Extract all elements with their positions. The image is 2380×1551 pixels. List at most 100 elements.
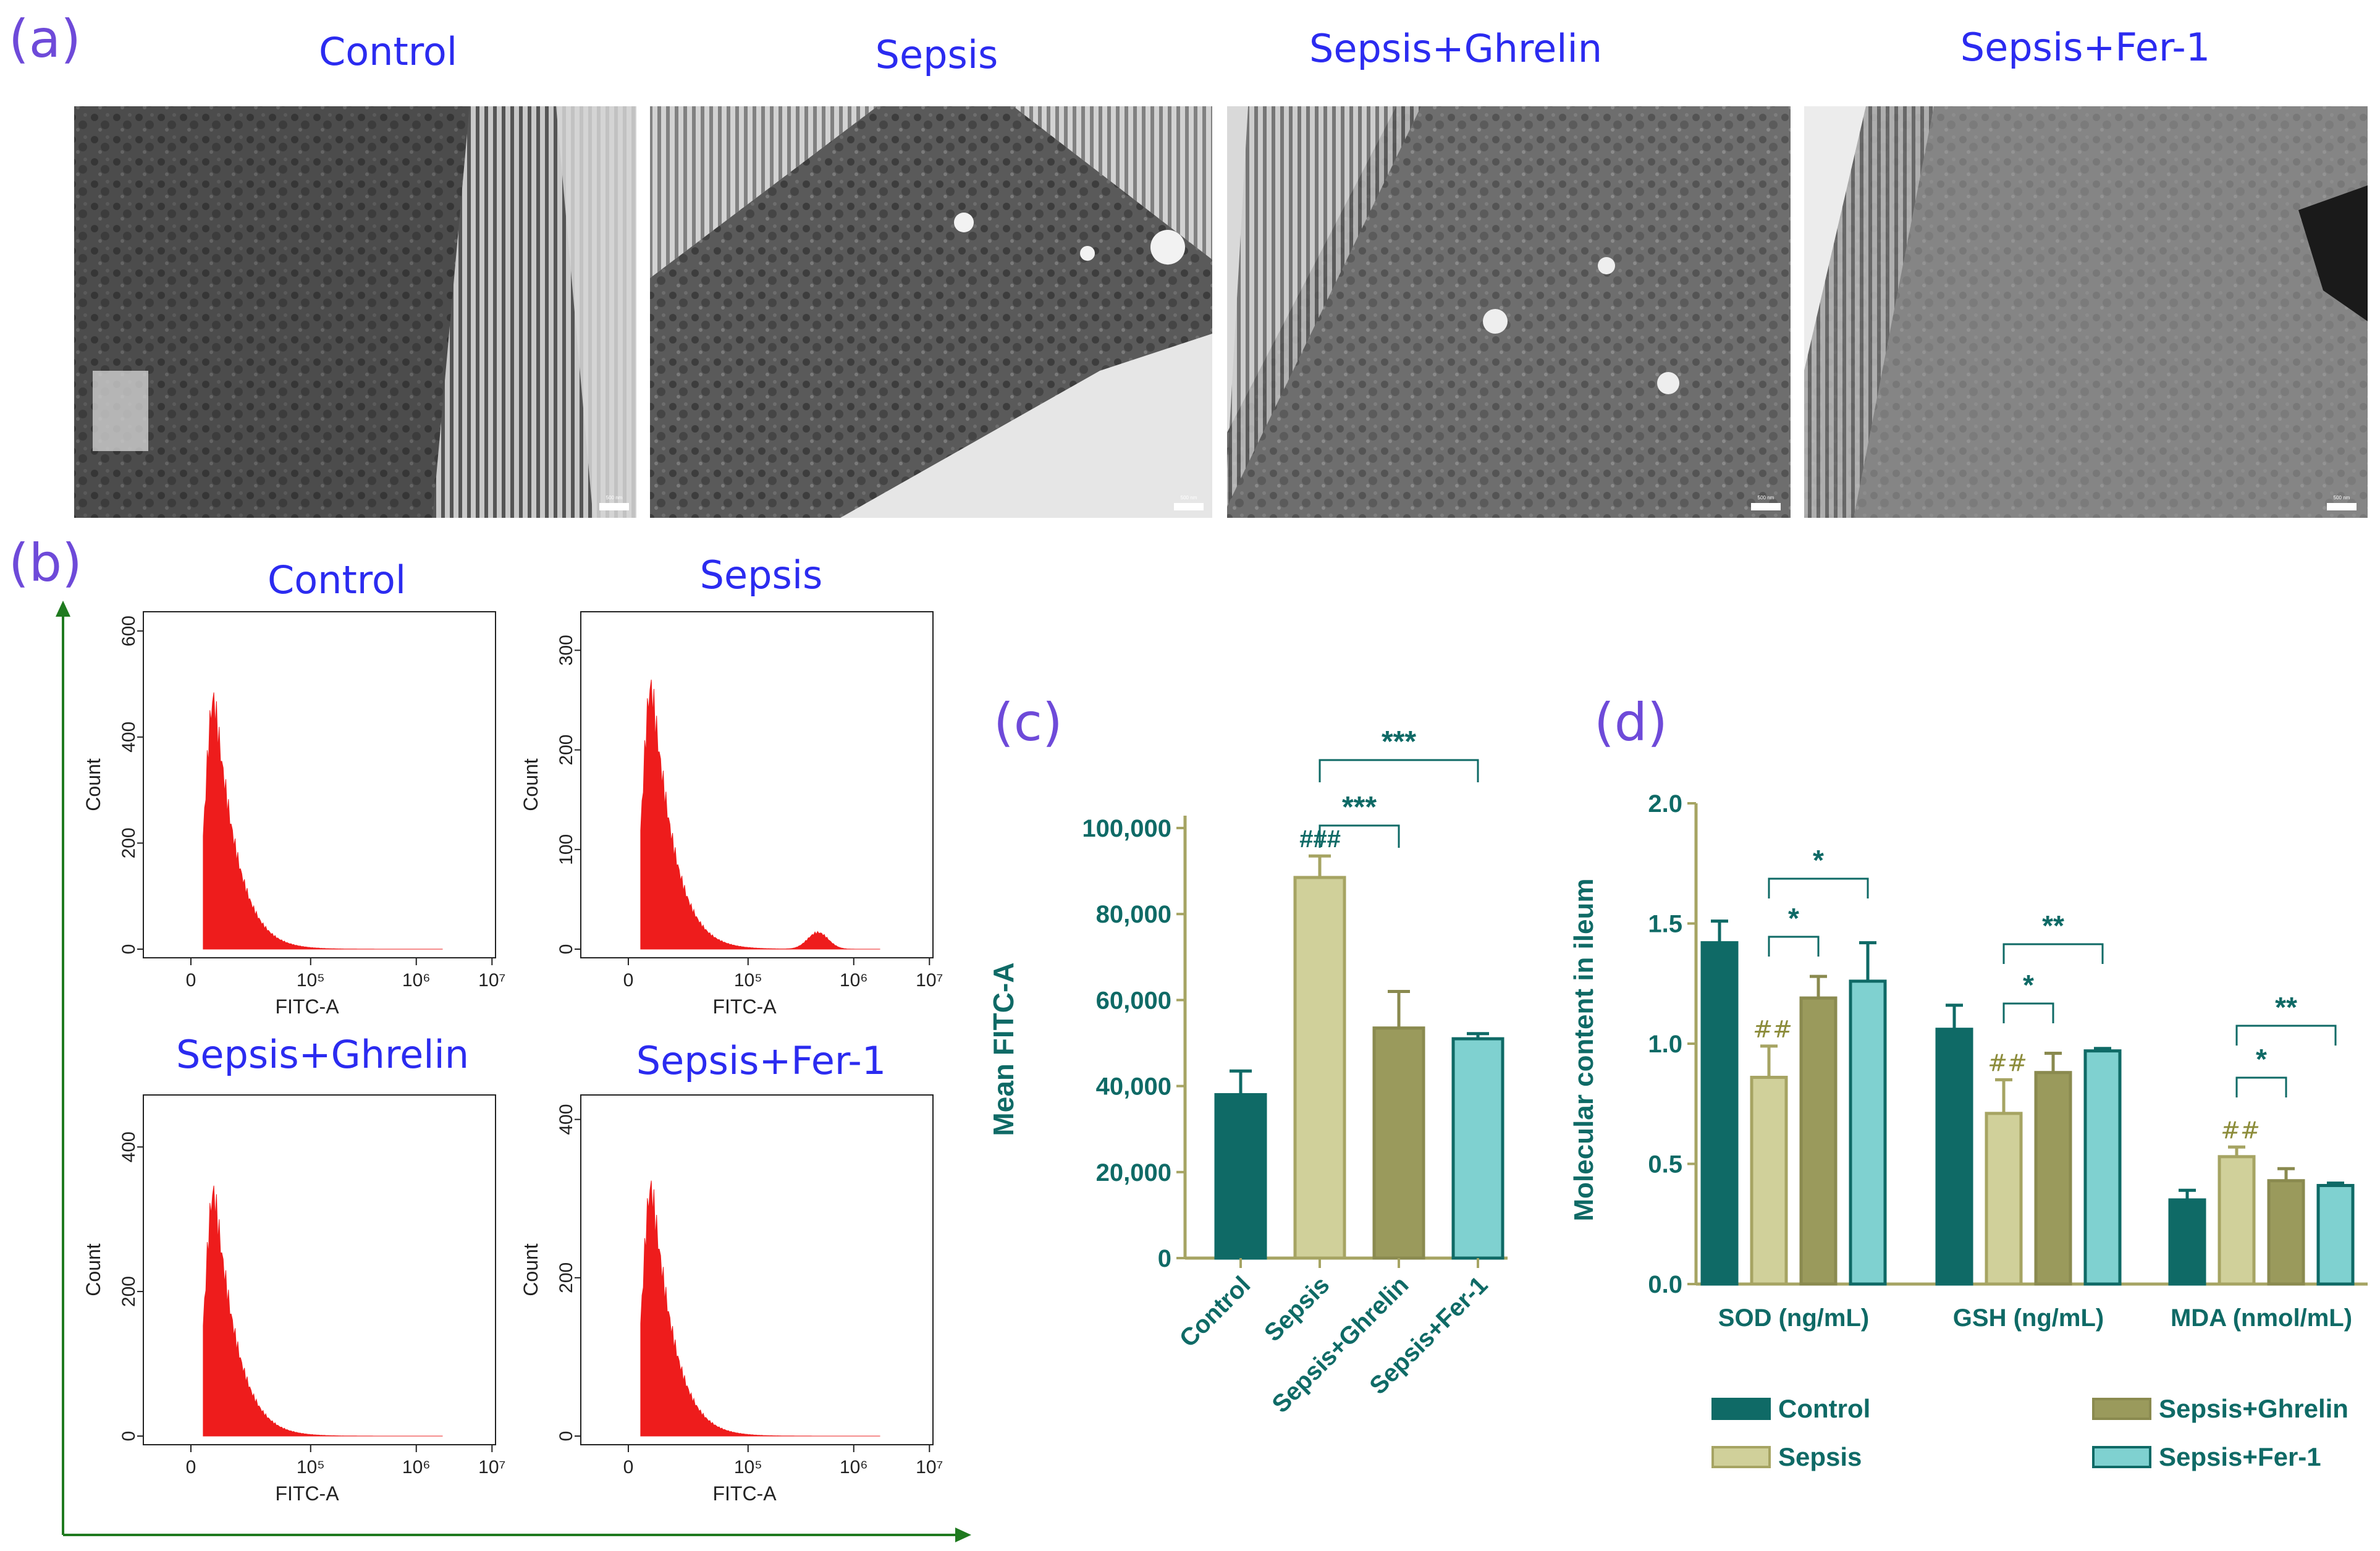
y-axis-label: Count (82, 1243, 104, 1296)
significance-label: ** (2275, 991, 2297, 1023)
y-tick-label: 400 (119, 1131, 139, 1162)
panel-d: (d) 0.0 0.5 1.0 1.5 2.0 Molecular content in … (1569, 692, 2368, 1471)
histogram-distribution (640, 1180, 880, 1437)
bar-control (1935, 1028, 1973, 1286)
significance-label: *** (1342, 791, 1377, 824)
significance-bracket (2002, 1002, 2054, 1023)
x-tick-label: 0 (186, 1457, 196, 1477)
y-axis-label: Count (520, 758, 542, 811)
y-tick-label: 200 (556, 1262, 576, 1293)
bar-sepsis (2218, 1155, 2256, 1286)
y-axis-label: Molecular content in ileum (1569, 879, 1599, 1222)
histogram-distribution (203, 692, 443, 950)
x-tick-label: 10⁵ (734, 1457, 762, 1477)
legend-swatch (2092, 1446, 2151, 1468)
y-tick-label: 100,000 (1082, 815, 1171, 842)
y-axis-label: Count (520, 1243, 542, 1296)
histogram-frame (580, 1094, 934, 1445)
y-tick-label: 400 (119, 722, 139, 753)
y-tick-label: 0.5 (1648, 1151, 1682, 1178)
bar-sepsis-fer-1 (2316, 1184, 2355, 1286)
y-tick-label: 400 (556, 1104, 576, 1135)
x-axis-label: FITC-A (275, 1482, 339, 1505)
x-tick-label: Control (1175, 1271, 1256, 1353)
bar-sepsis-fer-1 (1849, 979, 1887, 1286)
y-tick-label: 2.0 (1648, 790, 1682, 818)
y-tick-label: 200 (556, 735, 576, 766)
significance-label: ** (2042, 910, 2064, 942)
y-tick-label: 40,000 (1096, 1073, 1171, 1101)
annotation-hash: ## (1753, 1016, 1792, 1043)
bar-sepsis-ghrelin (2034, 1071, 2072, 1286)
chart-d: 0.0 0.5 1.0 1.5 2.0 Molecular content in ileu… (1569, 790, 2368, 1471)
histogram-frame (143, 1094, 496, 1445)
bar-sepsis-fer-1 (1451, 1037, 1504, 1260)
em-image-sepsis-ghrelin: 500 nm (1227, 106, 1791, 518)
chart-c: 0 20,000 40,000 60,000 80,000 100,000 Mean FIT… (987, 725, 1508, 1418)
panel-b-x-arrowhead (955, 1528, 971, 1542)
y-tick-label: 20,000 (1096, 1159, 1171, 1186)
bar-sepsis (1750, 1075, 1788, 1286)
histogram-title: Sepsis+Fer-1 (636, 1038, 886, 1083)
x-axis-label: FITC-A (712, 1482, 777, 1505)
bar-sepsis-ghrelin (2267, 1179, 2305, 1286)
y-tick-label: 100 (556, 834, 576, 865)
histogram-title: Sepsis+Ghrelin (176, 1032, 469, 1077)
y-tick-label: 600 (119, 615, 139, 646)
histogram-4: Sepsis+Fer-1 0 200 400 Count 0 10⁵ 10⁶ 10⁷ FITC-A (520, 1038, 943, 1505)
x-tick-label: 0 (186, 970, 196, 991)
legend-swatch (1711, 1446, 1771, 1468)
em-image-sepsis-fer1: 500 nm (1804, 106, 2368, 518)
y-tick-label: 0 (119, 944, 139, 955)
bar-sepsis (1293, 876, 1346, 1260)
panel-d-label: (d) (1594, 692, 1668, 753)
y-tick-label: 0 (556, 944, 576, 955)
histogram-distribution (203, 1185, 443, 1437)
histogram-frame (143, 611, 496, 958)
annotation-hash: ## (2221, 1117, 2260, 1144)
x-axis-label: FITC-A (712, 995, 777, 1018)
legend-swatch (2092, 1398, 2151, 1420)
x-tick-label: 10⁷ (916, 1457, 943, 1477)
panel-b: (b) Control 0 200 400 600 Count 0 10⁵ 10⁶ 10⁷ FITC… (9, 533, 971, 1542)
x-tick-label: 10⁵ (297, 1457, 325, 1477)
significance-bracket (1319, 824, 1400, 848)
y-axis-label: Mean FITC-A (987, 962, 1019, 1136)
histogram-3: Sepsis+Ghrelin 0 200 400 Count 0 10⁵ 10⁶ 10⁷ FITC… (82, 1032, 505, 1505)
significance-label: * (1813, 844, 1824, 876)
y-tick-label: 1.5 (1648, 911, 1682, 938)
y-tick-label: 200 (119, 1276, 139, 1307)
panel-a-label: (a) (9, 9, 81, 69)
em-image-control: 500 nm (74, 106, 636, 518)
panel-b-y-arrowhead (56, 601, 70, 617)
legend-swatch (1711, 1398, 1771, 1420)
x-tick-label: 10⁷ (916, 970, 943, 991)
y-tick-label: 0.0 (1648, 1271, 1682, 1298)
em-title-sepsis-ghrelin: Sepsis+Ghrelin (1309, 26, 1602, 71)
significance-label: * (1788, 902, 1799, 934)
histogram-title: Control (268, 557, 406, 602)
panel-c: (c) 0 20,000 40,000 60,000 80,000 100,000 Mean… (987, 692, 1508, 1418)
x-tick-label: 0 (623, 970, 634, 991)
y-tick-label: 1.0 (1648, 1031, 1682, 1058)
x-tick-label: 10⁷ (478, 970, 505, 991)
y-axis-label: Count (82, 758, 104, 811)
x-tick-label: Sepsis+Ghrelin (1267, 1271, 1414, 1418)
x-tick-label: 10⁶ (840, 1457, 868, 1477)
histogram-2: Sepsis 0 100 200 300 Count 0 10⁵ 10⁶ 10⁷ FITC-A (520, 552, 943, 1018)
annotation-hash: ## (1988, 1049, 2027, 1076)
significance-bracket (2235, 1076, 2287, 1097)
group-label: GSH (ng/mL) (1953, 1304, 2104, 1332)
significance-label: * (2023, 969, 2034, 1001)
x-tick-label: Sepsis (1259, 1271, 1335, 1346)
significance-bracket (1768, 936, 1820, 957)
legend-label: Sepsis+Ghrelin (2159, 1394, 2348, 1423)
significance-bracket (1768, 877, 1869, 898)
x-tick-label: 0 (623, 1457, 634, 1477)
scale-bar-label: 500 nm (606, 495, 623, 501)
x-tick-label: 10⁶ (840, 970, 868, 991)
x-tick-label: 10⁶ (402, 970, 431, 991)
scale-bar-label: 500 nm (1758, 495, 1774, 501)
em-image-sepsis: 500 nm (650, 106, 1212, 518)
